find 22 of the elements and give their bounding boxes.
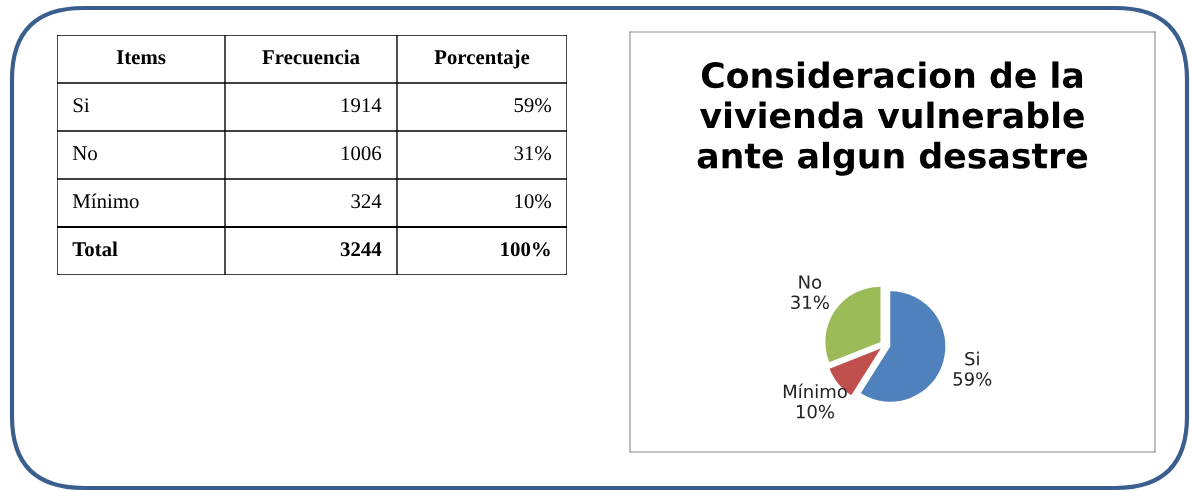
category-label: Total [72, 241, 118, 257]
data-label: 10% [515, 194, 551, 209]
category-label: No [72, 146, 97, 161]
slice-label: Mínimo [783, 383, 847, 399]
data-label: 59% [953, 372, 992, 386]
data-label: 3244 [340, 242, 382, 257]
text: Porcentaje [434, 49, 530, 69]
chart-title: Consideracion de la vivienda vulnerable ante algun desastre [697, 61, 1088, 176]
data-label: 100% [501, 242, 550, 257]
data-label: 324 [351, 194, 382, 209]
data-label: 59% [514, 98, 551, 113]
category-label: Mínimo [72, 193, 139, 209]
data-label: 1914 [341, 98, 382, 113]
slice-label: No [799, 275, 822, 289]
data-label: 10% [796, 404, 835, 419]
text: Frecuencia [262, 49, 360, 65]
slice-label: Si [965, 351, 979, 366]
data-label: 31% [791, 295, 829, 310]
data-label: 31% [514, 146, 551, 161]
data-label: 1006 [341, 146, 382, 161]
category-label: Si [73, 98, 90, 113]
text: Items [116, 50, 166, 65]
